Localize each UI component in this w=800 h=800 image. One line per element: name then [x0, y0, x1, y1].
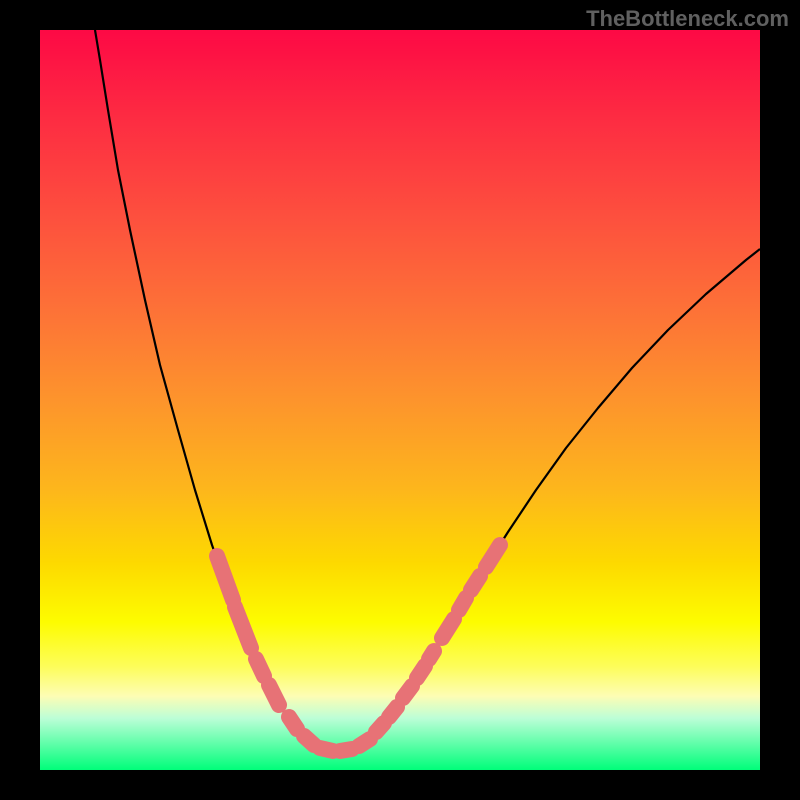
marker-segment — [256, 659, 264, 676]
marker-segment — [269, 685, 279, 705]
marker-segment — [459, 598, 466, 610]
chart-frame — [40, 30, 760, 770]
chart-background — [40, 30, 760, 770]
marker-segment — [359, 739, 370, 746]
bottleneck-chart — [40, 30, 760, 770]
marker-segment — [320, 748, 333, 751]
marker-segment — [389, 707, 397, 717]
marker-segment — [304, 736, 314, 745]
marker-segment — [340, 749, 352, 751]
marker-segment — [376, 723, 384, 732]
marker-segment — [289, 717, 297, 729]
watermark-text: TheBottleneck.com — [586, 6, 789, 32]
marker-segment — [429, 651, 434, 659]
marker-segment — [417, 666, 425, 678]
marker-segment — [442, 619, 454, 638]
marker-segment — [471, 576, 480, 590]
marker-segment — [403, 686, 412, 698]
